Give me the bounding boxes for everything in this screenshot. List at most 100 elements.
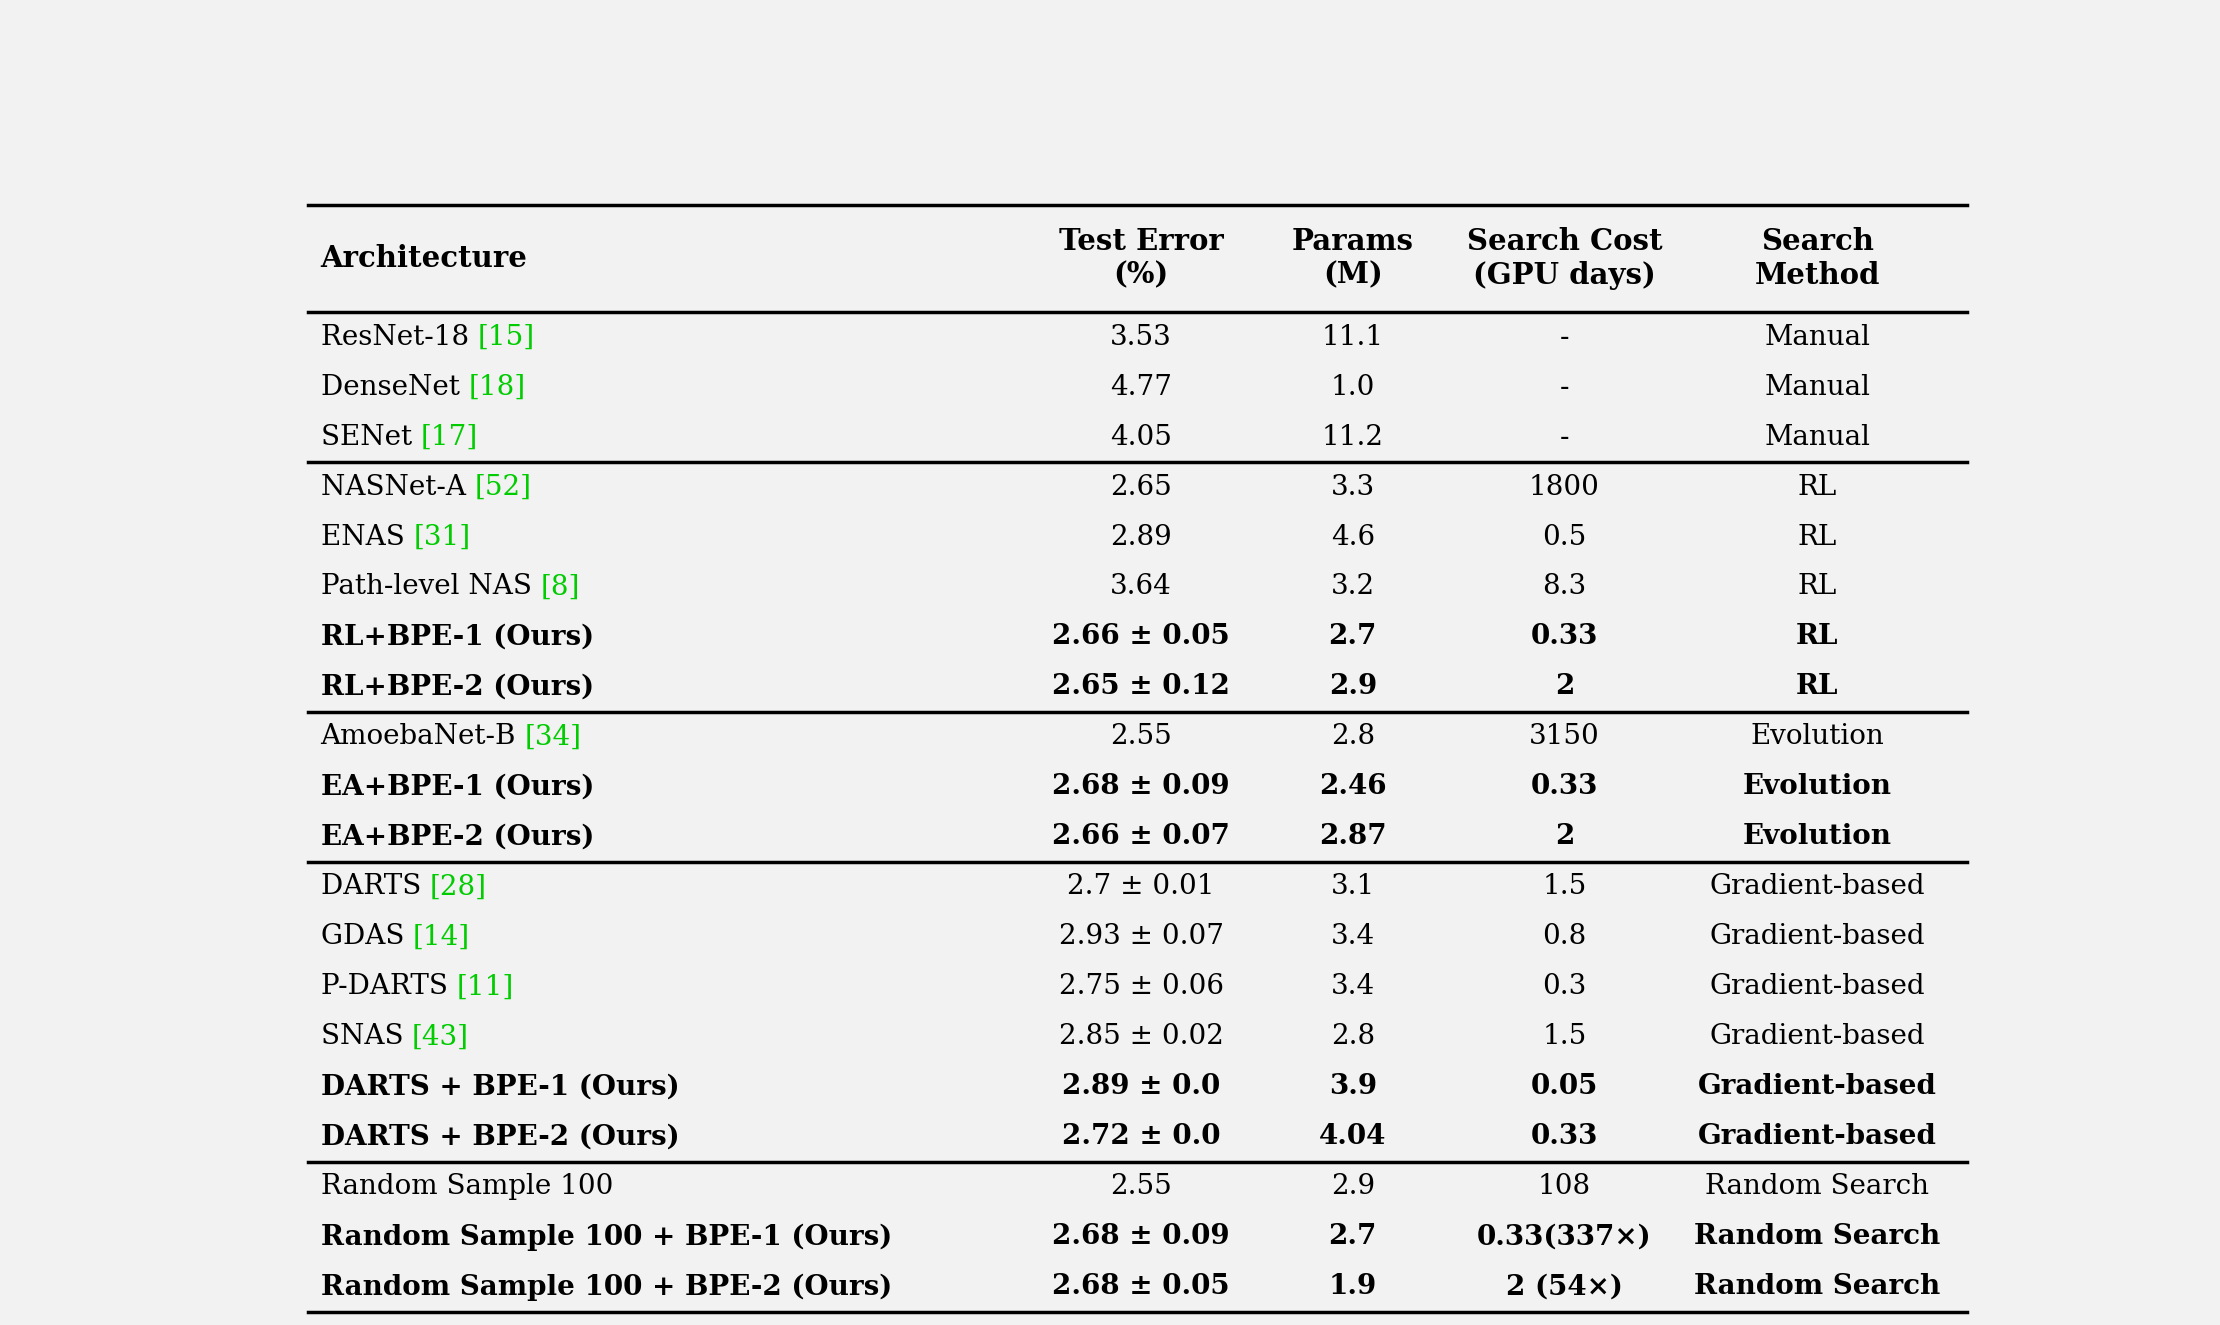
Text: 2.68 ± 0.09: 2.68 ± 0.09 [1052,1223,1230,1251]
Text: Gradient-based: Gradient-based [1709,924,1925,950]
Text: Random Search: Random Search [1694,1223,1940,1251]
Text: [14]: [14] [413,924,471,950]
Text: 2.85 ± 0.02: 2.85 ± 0.02 [1059,1023,1223,1051]
Text: Path-level NAS: Path-level NAS [320,574,539,600]
Text: Manual: Manual [1765,374,1869,400]
Text: Gradient-based: Gradient-based [1709,873,1925,901]
Text: 0.05: 0.05 [1532,1073,1598,1101]
Text: 4.6: 4.6 [1330,523,1374,550]
Text: EA+BPE-1 (Ours): EA+BPE-1 (Ours) [320,774,595,800]
Text: 2.55: 2.55 [1110,723,1172,750]
Text: 0.33: 0.33 [1532,774,1598,800]
Text: 1.5: 1.5 [1543,1023,1587,1051]
Text: 3.1: 3.1 [1330,873,1374,901]
Text: 2.89: 2.89 [1110,523,1172,550]
Text: 2.66 ± 0.07: 2.66 ± 0.07 [1052,823,1230,851]
Text: 2.9: 2.9 [1330,1174,1374,1200]
Text: 1800: 1800 [1530,473,1601,501]
Text: [17]: [17] [420,424,477,450]
Text: Gradient-based: Gradient-based [1698,1073,1936,1101]
Text: 2.68 ± 0.09: 2.68 ± 0.09 [1052,774,1230,800]
Text: 108: 108 [1538,1174,1592,1200]
Text: 2.89 ± 0.0: 2.89 ± 0.0 [1061,1073,1221,1101]
Text: RL: RL [1798,574,1836,600]
Text: Params
(M): Params (M) [1292,227,1414,290]
Text: DARTS + BPE-2 (Ours): DARTS + BPE-2 (Ours) [320,1124,679,1150]
Text: 4.05: 4.05 [1110,424,1172,450]
Text: EA+BPE-2 (Ours): EA+BPE-2 (Ours) [320,823,595,851]
Text: 4.04: 4.04 [1319,1124,1388,1150]
Text: 3.2: 3.2 [1330,574,1374,600]
Text: RL: RL [1798,523,1836,550]
Text: 0.33(337×): 0.33(337×) [1476,1223,1652,1251]
Text: 2.75 ± 0.06: 2.75 ± 0.06 [1059,974,1223,1000]
Text: 2: 2 [1554,823,1574,851]
Text: Random Search: Random Search [1694,1273,1940,1300]
Text: [52]: [52] [475,473,531,501]
Text: [28]: [28] [431,873,486,901]
Text: RL: RL [1796,673,1838,701]
Text: 2.66 ± 0.05: 2.66 ± 0.05 [1052,624,1230,651]
Text: 0.3: 0.3 [1543,974,1587,1000]
Text: Random Sample 100 + BPE-2 (Ours): Random Sample 100 + BPE-2 (Ours) [320,1273,892,1301]
Text: Random Search: Random Search [1705,1174,1929,1200]
Text: [18]: [18] [468,374,526,400]
Text: DARTS: DARTS [320,873,431,901]
Text: RL+BPE-2 (Ours): RL+BPE-2 (Ours) [320,673,593,701]
Text: [34]: [34] [524,723,582,750]
Text: 2.72 ± 0.0: 2.72 ± 0.0 [1061,1124,1221,1150]
Text: Search Cost
(GPU days): Search Cost (GPU days) [1467,227,1663,290]
Text: Evolution: Evolution [1743,774,1891,800]
Text: DenseNet: DenseNet [320,374,468,400]
Text: -: - [1561,323,1570,351]
Text: [11]: [11] [457,974,513,1000]
Text: 3.9: 3.9 [1330,1073,1376,1101]
Text: 2.9: 2.9 [1330,673,1376,701]
Text: 3.3: 3.3 [1330,473,1374,501]
Text: RL: RL [1798,473,1836,501]
Text: 2.7 ± 0.01: 2.7 ± 0.01 [1068,873,1214,901]
Text: [31]: [31] [413,523,471,550]
Text: Gradient-based: Gradient-based [1709,1023,1925,1051]
Text: RL: RL [1796,624,1838,651]
Text: DARTS + BPE-1 (Ours): DARTS + BPE-1 (Ours) [320,1073,679,1101]
Text: GDAS: GDAS [320,924,413,950]
Text: P-DARTS: P-DARTS [320,974,457,1000]
Text: 3.64: 3.64 [1110,574,1172,600]
Text: 2.8: 2.8 [1330,723,1374,750]
Text: SNAS: SNAS [320,1023,413,1051]
Text: 2.68 ± 0.05: 2.68 ± 0.05 [1052,1273,1230,1300]
Text: Search
Method: Search Method [1754,227,1880,290]
Text: 1.5: 1.5 [1543,873,1587,901]
Text: 2.65 ± 0.12: 2.65 ± 0.12 [1052,673,1230,701]
Text: 3.4: 3.4 [1330,924,1374,950]
Text: 8.3: 8.3 [1543,574,1587,600]
Text: 3.53: 3.53 [1110,323,1172,351]
Text: 0.5: 0.5 [1543,523,1587,550]
Text: ENAS: ENAS [320,523,413,550]
Text: 2.7: 2.7 [1328,624,1376,651]
Text: 11.2: 11.2 [1321,424,1383,450]
Text: 2.7: 2.7 [1328,1223,1376,1251]
Text: Architecture: Architecture [320,244,528,273]
Text: 0.33: 0.33 [1532,1124,1598,1150]
Text: 0.33: 0.33 [1532,624,1598,651]
Text: RL+BPE-1 (Ours): RL+BPE-1 (Ours) [320,624,593,651]
Text: AmoebaNet-B: AmoebaNet-B [320,723,524,750]
Text: Random Sample 100: Random Sample 100 [320,1174,613,1200]
Text: 2.93 ± 0.07: 2.93 ± 0.07 [1059,924,1223,950]
Text: NASNet-A: NASNet-A [320,473,475,501]
Text: Evolution: Evolution [1752,723,1885,750]
Text: Gradient-based: Gradient-based [1698,1124,1936,1150]
Text: 2.55: 2.55 [1110,1174,1172,1200]
Text: 2.46: 2.46 [1319,774,1388,800]
Text: Random Sample 100 + BPE-1 (Ours): Random Sample 100 + BPE-1 (Ours) [320,1223,892,1251]
Text: 1.9: 1.9 [1330,1273,1376,1300]
Text: -: - [1561,374,1570,400]
Text: 2.8: 2.8 [1330,1023,1374,1051]
Text: 11.1: 11.1 [1321,323,1383,351]
Text: [15]: [15] [477,323,535,351]
Text: 0.8: 0.8 [1543,924,1587,950]
Text: 3150: 3150 [1530,723,1601,750]
Text: 2: 2 [1554,673,1574,701]
